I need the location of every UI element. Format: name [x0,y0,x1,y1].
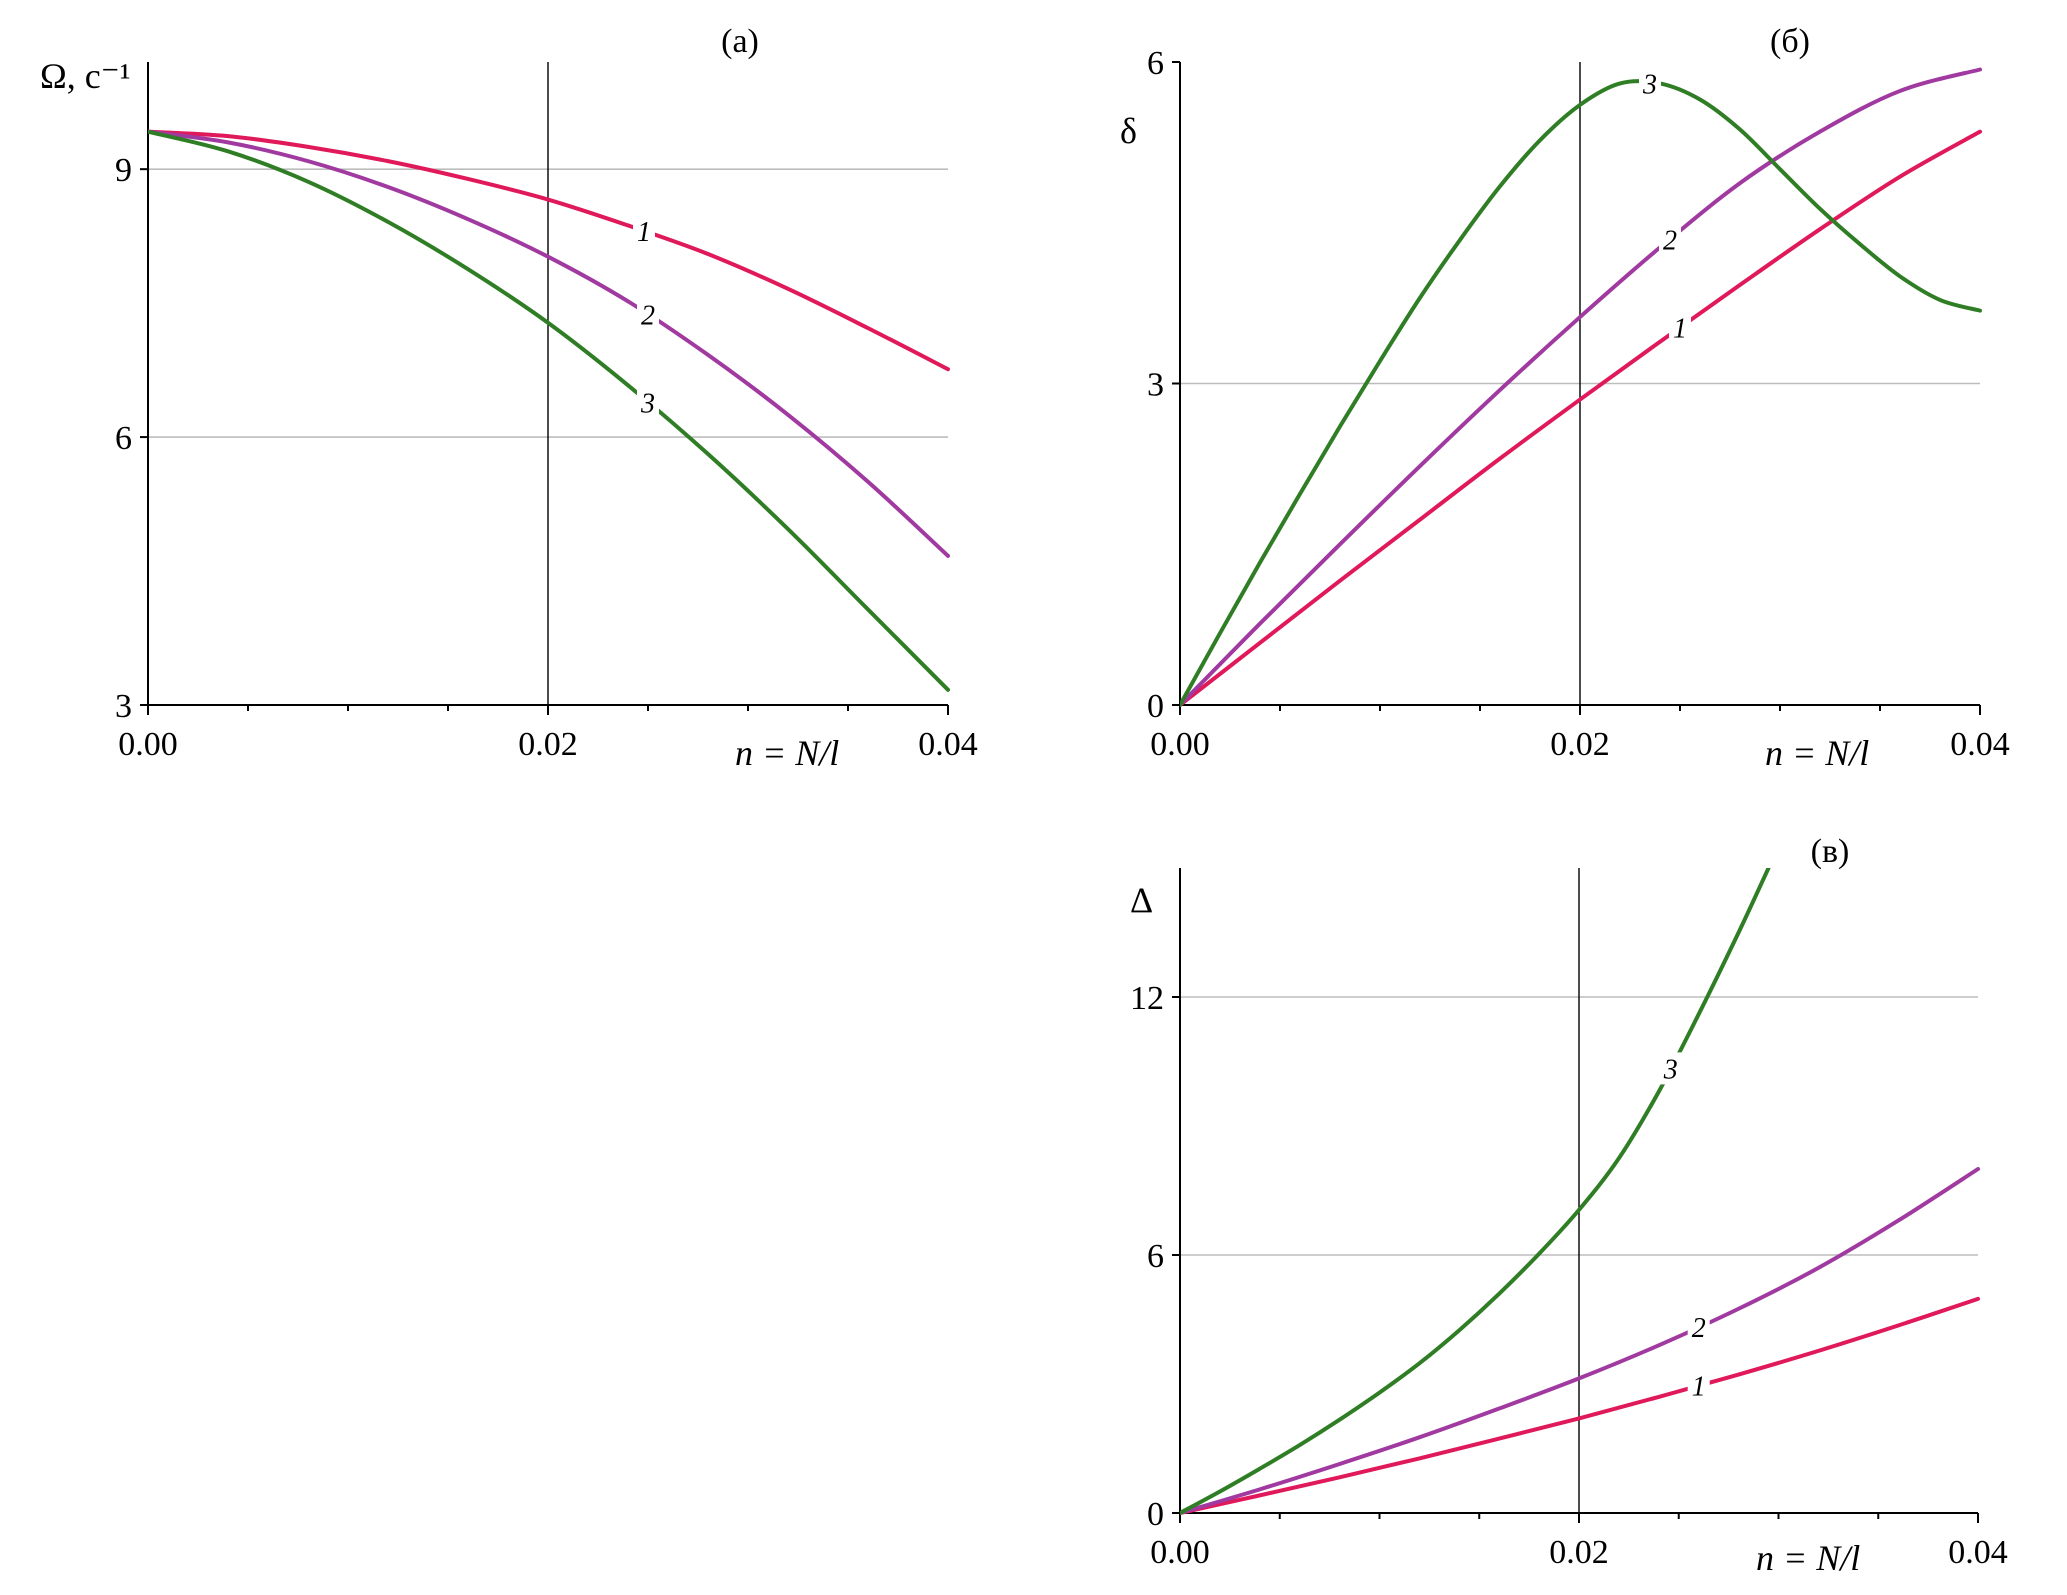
label-gap [1669,311,1691,344]
y-tick-label: 3 [115,688,132,725]
y-tick-label: 9 [115,152,132,189]
y-tick-label: 12 [1130,980,1164,1017]
x-tick-label: 0.00 [1150,726,1210,763]
curve-label-2: 2 [1663,225,1677,256]
x-tick-label: 0.02 [518,726,578,763]
curve-label-1: 1 [1692,1372,1706,1403]
label-gap [637,386,659,419]
series-2-line [1180,67,1982,707]
chart-panel-a: 3 6 9 0.00 0.02 0.04 (a) Ω, с⁻¹ n = N/l 1 2 3 [40,23,978,773]
curve-label-2: 2 [641,301,655,332]
panel-label: (a) [721,23,759,60]
curve-label-2: 2 [1692,1313,1706,1344]
y-axis-label: δ [1120,111,1137,151]
y-axis-label: Δ [1130,880,1153,920]
y-tick-label: 0 [1147,688,1164,725]
x-tick-label: 0.04 [1950,726,2010,763]
curve-label-1: 1 [637,217,651,248]
x-tick-label: 0.00 [118,726,178,763]
label-gap [1687,1369,1710,1402]
series-3-line [148,129,950,692]
curve-label-1: 1 [1673,314,1687,345]
series-2-line [148,129,950,558]
panel-label: (в) [1811,833,1850,870]
series-group [1180,67,1982,707]
series-group [148,129,950,692]
label-gap [1659,223,1681,256]
series-2-line [1180,1167,1980,1515]
series-1-line [148,129,950,372]
label-gap [633,215,655,248]
label-gap [1639,67,1661,100]
curve-label-3: 3 [1642,69,1657,100]
x-axis-label: n = N/l [735,733,839,773]
curve-label-3: 3 [1663,1054,1678,1085]
series-group [1180,868,1980,1515]
y-axis-label: Ω, с⁻¹ [40,56,131,96]
y-tick-label: 0 [1147,1496,1164,1533]
x-axis-label: n = N/l [1765,733,1869,773]
y-tick-label: 6 [115,420,132,457]
curve-label-3: 3 [640,388,655,419]
x-tick-label: 0.04 [1948,1534,2008,1571]
y-tick-label: 3 [1147,367,1164,404]
label-gap [637,298,659,331]
series-3-line [1180,79,1982,707]
x-tick-label: 0.02 [1549,1534,1609,1571]
series-1-line [1180,129,1982,707]
panel-label: (б) [1770,23,1810,60]
x-tick-label: 0.00 [1150,1534,1210,1571]
x-axis-label: n = N/l [1756,1538,1860,1578]
y-tick-label: 6 [1147,45,1164,82]
x-tick-label: 0.04 [918,726,978,763]
label-gap [1659,1052,1682,1085]
label-gap [1687,1311,1710,1344]
y-tick-label: 6 [1147,1238,1164,1275]
x-tick-label: 0.02 [1550,726,1610,763]
series-3-line [1180,868,1771,1515]
chart-panel-б: 0 3 6 0.00 0.02 0.04 (б) δ n = N/l 1 2 3 [1120,23,2010,773]
series-1-line [1180,1296,1980,1515]
